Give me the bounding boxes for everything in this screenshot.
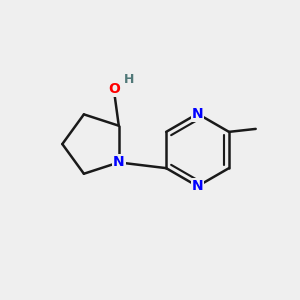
Text: N: N <box>192 179 203 193</box>
Text: N: N <box>192 107 203 121</box>
Text: O: O <box>108 82 120 97</box>
Text: H: H <box>123 73 134 85</box>
Text: N: N <box>113 155 124 170</box>
